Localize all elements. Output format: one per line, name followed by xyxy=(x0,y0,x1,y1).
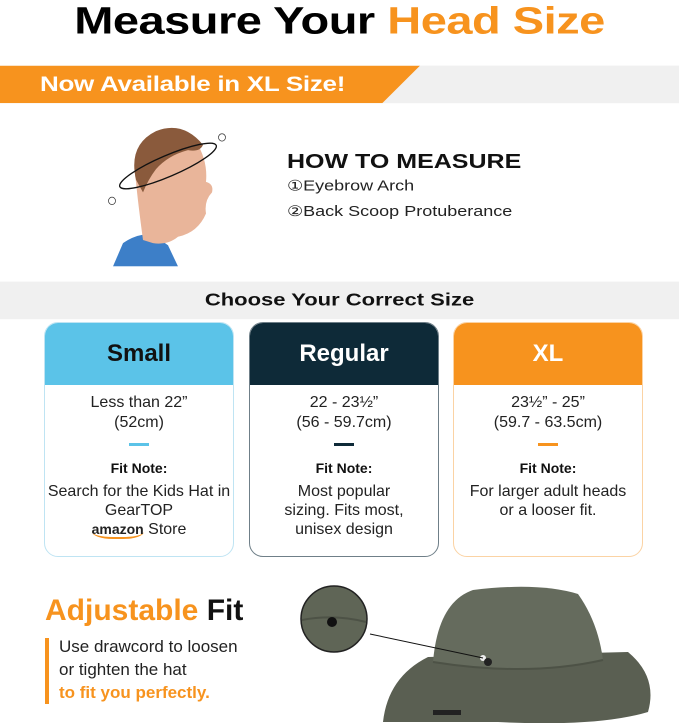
infographic: Measure Your Head Size Now Available in … xyxy=(0,0,679,320)
how-to-measure-heading: HOW TO MEASURE xyxy=(287,150,522,173)
adjustable-line-1: Use drawcord to loosen xyxy=(59,637,238,656)
heading-accent: Adjustable xyxy=(45,594,199,627)
title-highlight: Head Size xyxy=(387,0,605,42)
step-number: ① xyxy=(287,177,304,194)
adjustable-fit-heading: Adjustable Fit xyxy=(45,594,243,628)
range-cm: (52cm) xyxy=(114,414,164,431)
divider xyxy=(538,443,558,446)
heading-rest: Fit xyxy=(198,594,244,627)
fit-note-text: For larger adult heads or a looser fit. xyxy=(469,483,627,519)
xl-banner: Now Available in XL Size! xyxy=(0,65,420,104)
size-card-regular: Regular 22 - 23½” (56 - 59.7cm) Fit Note:… xyxy=(249,322,439,557)
step-number: ② xyxy=(287,203,304,220)
adjustable-line-3: to fit you perfectly. xyxy=(59,683,210,702)
card-title: XL xyxy=(454,323,642,385)
card-range: 22 - 23½” (56 - 59.7cm) xyxy=(250,393,438,433)
page-title: Measure Your Head Size xyxy=(0,0,679,42)
head-measure-illustration xyxy=(108,127,226,267)
step-label: Back Scoop Protuberance xyxy=(303,203,513,220)
card-range: 23½” - 25” (59.7 - 63.5cm) xyxy=(454,393,642,433)
title-text: Measure Your xyxy=(74,0,388,42)
measure-step-2: ②Back Scoop Protuberance xyxy=(287,203,512,220)
fit-note-label: Fit Note: xyxy=(110,460,168,476)
fit-note: Search for the Kids Hat in GearTOP amazo… xyxy=(45,482,233,539)
fit-note-label: Fit Note: xyxy=(519,460,577,476)
range-cm: (56 - 59.7cm) xyxy=(296,414,392,431)
fit-note-text: Most popular sizing. Fits most, unisex d… xyxy=(284,483,404,538)
bucket-hat-image xyxy=(300,585,651,723)
range-cm: (59.7 - 63.5cm) xyxy=(493,414,603,431)
banner-text: Now Available in XL Size! xyxy=(40,72,346,96)
size-card-small: Small Less than 22” (52cm) Fit Note: Sear… xyxy=(44,322,234,557)
choose-size-band: Choose Your Correct Size xyxy=(0,281,679,320)
choose-size-heading: Choose Your Correct Size xyxy=(204,289,475,310)
accent-bar xyxy=(45,638,49,704)
card-title: Regular xyxy=(250,323,438,385)
card-title: Small xyxy=(45,323,233,385)
fit-note-label: Fit Note: xyxy=(315,460,373,476)
adjustable-line-2: or tighten the hat xyxy=(59,660,187,679)
step-label: Eyebrow Arch xyxy=(303,177,415,194)
size-card-xl: XL 23½” - 25” (59.7 - 63.5cm) Fit Note: F… xyxy=(453,322,643,557)
store-text: Store xyxy=(148,521,187,538)
card-range: Less than 22” (52cm) xyxy=(45,393,233,433)
range-inches: 23½” - 25” xyxy=(511,394,585,411)
fit-note-text: Search for the Kids Hat in GearTOP xyxy=(47,483,231,519)
range-inches: 22 - 23½” xyxy=(309,394,379,411)
divider xyxy=(334,443,354,446)
measure-step-1: ①Eyebrow Arch xyxy=(287,178,414,195)
range-inches: Less than 22” xyxy=(90,394,188,411)
amazon-logo: amazon xyxy=(91,521,144,539)
divider xyxy=(129,443,149,446)
